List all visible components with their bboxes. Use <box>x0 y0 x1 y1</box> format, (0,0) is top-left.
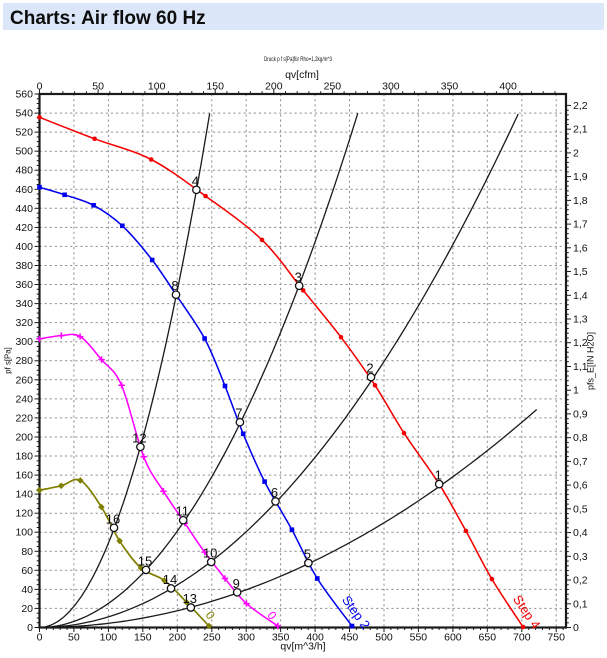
svg-text:380: 380 <box>15 260 33 272</box>
svg-text:4: 4 <box>192 173 199 188</box>
svg-text:6: 6 <box>271 485 278 500</box>
svg-text:pfs_E[IN H2O]: pfs_E[IN H2O] <box>586 332 596 390</box>
svg-text:15: 15 <box>138 553 152 568</box>
svg-text:8: 8 <box>171 278 178 293</box>
svg-text:1,7: 1,7 <box>573 219 588 231</box>
svg-text:pf s[Pa]: pf s[Pa] <box>4 347 13 373</box>
svg-text:300: 300 <box>382 81 400 93</box>
svg-text:550: 550 <box>410 632 428 644</box>
svg-text:240: 240 <box>15 393 33 405</box>
svg-text:10: 10 <box>203 546 217 561</box>
svg-text:11: 11 <box>175 504 189 519</box>
svg-text:0,6: 0,6 <box>573 480 588 492</box>
svg-text:400: 400 <box>499 81 517 93</box>
svg-text:1,6: 1,6 <box>573 242 588 254</box>
svg-text:0,5: 0,5 <box>573 503 588 515</box>
svg-text:12: 12 <box>132 430 146 445</box>
svg-text:440: 440 <box>15 203 33 215</box>
svg-text:0: 0 <box>37 81 43 93</box>
svg-text:460: 460 <box>15 184 33 196</box>
svg-text:200: 200 <box>15 432 33 444</box>
svg-text:0,3: 0,3 <box>573 551 588 563</box>
svg-text:160: 160 <box>15 470 33 482</box>
svg-text:350: 350 <box>441 81 459 93</box>
svg-text:650: 650 <box>479 632 497 644</box>
svg-text:560: 560 <box>15 89 33 101</box>
svg-text:1: 1 <box>573 385 579 397</box>
svg-text:200: 200 <box>265 81 283 93</box>
svg-text:250: 250 <box>324 81 342 93</box>
svg-text:80: 80 <box>21 546 33 558</box>
svg-text:500: 500 <box>15 146 33 158</box>
svg-text:700: 700 <box>513 632 531 644</box>
svg-text:60: 60 <box>21 565 33 577</box>
svg-text:2,2: 2,2 <box>573 100 588 112</box>
svg-text:50: 50 <box>68 632 80 644</box>
svg-text:320: 320 <box>15 317 33 329</box>
svg-text:qv[cfm]: qv[cfm] <box>285 69 319 81</box>
svg-text:2: 2 <box>366 361 373 376</box>
svg-text:0: 0 <box>37 632 43 644</box>
svg-text:400: 400 <box>306 632 324 644</box>
svg-text:600: 600 <box>444 632 462 644</box>
svg-text:100: 100 <box>15 527 33 539</box>
svg-text:Charts: Air flow 60 Hz: Charts: Air flow 60 Hz <box>10 8 206 29</box>
svg-text:qv[m^3/h]: qv[m^3/h] <box>280 641 325 653</box>
svg-text:250: 250 <box>203 632 221 644</box>
svg-text:13: 13 <box>183 591 197 606</box>
svg-text:2,1: 2,1 <box>573 124 588 136</box>
svg-text:Druck p f s[Pa]für Rho=1,2kg/m: Druck p f s[Pa]für Rho=1,2kg/m^3 <box>264 56 332 63</box>
svg-text:0,4: 0,4 <box>573 527 588 539</box>
svg-text:3: 3 <box>295 269 302 284</box>
svg-text:200: 200 <box>169 632 187 644</box>
svg-text:9: 9 <box>233 576 240 591</box>
svg-text:100: 100 <box>100 632 118 644</box>
svg-text:120: 120 <box>15 508 33 520</box>
svg-text:350: 350 <box>272 632 290 644</box>
svg-text:5: 5 <box>304 547 311 562</box>
svg-text:480: 480 <box>15 165 33 177</box>
svg-text:0,7: 0,7 <box>573 456 588 468</box>
svg-text:7: 7 <box>235 406 242 421</box>
svg-text:1,2: 1,2 <box>573 337 588 349</box>
svg-text:16: 16 <box>106 511 120 526</box>
svg-text:540: 540 <box>15 108 33 120</box>
svg-text:1,1: 1,1 <box>573 361 588 373</box>
svg-text:500: 500 <box>375 632 393 644</box>
svg-text:150: 150 <box>134 632 152 644</box>
svg-text:40: 40 <box>21 584 33 596</box>
svg-text:400: 400 <box>15 241 33 253</box>
svg-text:360: 360 <box>15 279 33 291</box>
svg-text:0,2: 0,2 <box>573 575 588 587</box>
svg-text:520: 520 <box>15 127 33 139</box>
svg-text:50: 50 <box>92 81 104 93</box>
svg-text:0: 0 <box>27 622 33 634</box>
svg-text:100: 100 <box>148 81 166 93</box>
svg-text:2: 2 <box>573 147 579 159</box>
svg-text:260: 260 <box>15 374 33 386</box>
svg-text:420: 420 <box>15 222 33 234</box>
svg-text:140: 140 <box>15 489 33 501</box>
svg-text:300: 300 <box>237 632 255 644</box>
svg-text:150: 150 <box>206 81 224 93</box>
svg-text:0,1: 0,1 <box>573 598 588 610</box>
svg-text:280: 280 <box>15 355 33 367</box>
svg-text:1: 1 <box>435 468 442 483</box>
svg-text:1,4: 1,4 <box>573 290 588 302</box>
svg-text:1,9: 1,9 <box>573 171 588 183</box>
svg-text:1,5: 1,5 <box>573 266 588 278</box>
svg-text:1,3: 1,3 <box>573 314 588 326</box>
svg-text:1,8: 1,8 <box>573 195 588 207</box>
svg-text:20: 20 <box>21 603 33 615</box>
svg-text:14: 14 <box>163 572 177 587</box>
svg-text:0: 0 <box>573 622 579 634</box>
svg-text:0,9: 0,9 <box>573 408 588 420</box>
svg-text:450: 450 <box>341 632 359 644</box>
svg-text:340: 340 <box>15 298 33 310</box>
svg-text:0,8: 0,8 <box>573 432 588 444</box>
svg-text:300: 300 <box>15 336 33 348</box>
svg-text:180: 180 <box>15 451 33 463</box>
svg-text:220: 220 <box>15 412 33 424</box>
svg-text:750: 750 <box>547 632 565 644</box>
